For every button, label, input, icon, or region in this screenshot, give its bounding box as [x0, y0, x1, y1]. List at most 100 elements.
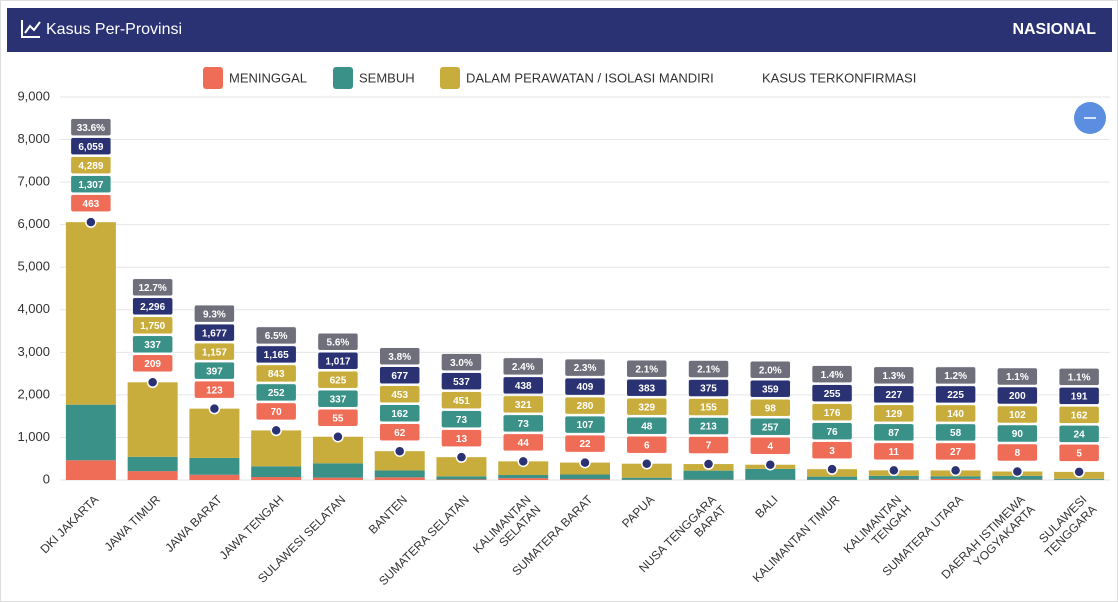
data-label-box	[379, 347, 420, 365]
data-label: 2.1%	[697, 365, 720, 376]
y-tick-label: 3,000	[17, 344, 50, 359]
data-label-box	[688, 398, 729, 416]
legend-swatch	[333, 67, 353, 89]
data-label: 73	[456, 415, 468, 426]
data-label: 1,677	[202, 328, 227, 339]
data-label: 537	[453, 377, 470, 388]
bar-segment	[251, 477, 302, 480]
data-label: 677	[391, 371, 408, 382]
data-label: 1.2%	[944, 371, 967, 382]
data-label-box	[626, 416, 668, 435]
data-label-box	[70, 175, 112, 193]
legend-label: SEMBUH	[359, 70, 415, 85]
data-label: 2.1%	[635, 364, 658, 375]
confirmed-marker	[764, 458, 777, 471]
confirmed-marker	[1011, 465, 1024, 478]
data-label-box	[255, 383, 297, 402]
confirmed-marker	[1073, 466, 1085, 478]
bar-segment	[498, 461, 549, 476]
bar-segment	[1054, 478, 1105, 480]
bar-segment	[251, 466, 302, 478]
bar-segment	[312, 463, 363, 478]
data-label: 22	[579, 439, 591, 450]
bar-segment	[189, 457, 240, 475]
data-label-box	[811, 403, 853, 421]
chart-icon	[21, 20, 41, 38]
data-label-box	[873, 366, 915, 385]
data-label-box	[194, 304, 235, 323]
data-label-box	[255, 364, 297, 383]
data-label-box	[194, 342, 235, 361]
bar-segment	[621, 477, 672, 480]
y-tick-label: 5,000	[17, 259, 50, 274]
bar-segment	[189, 474, 240, 480]
data-label: 625	[330, 375, 347, 386]
scope-button[interactable]: NASIONAL	[1012, 21, 1096, 38]
data-label-box	[626, 378, 668, 397]
data-label: 55	[332, 413, 344, 424]
data-label: 102	[1009, 410, 1026, 421]
data-label-box	[255, 326, 297, 345]
data-label: 200	[1009, 391, 1026, 402]
data-label: 12.7%	[138, 283, 166, 294]
data-label: 1.1%	[1006, 372, 1029, 383]
data-label-box	[502, 433, 544, 452]
data-label: 1.1%	[1068, 373, 1091, 384]
bar-segment	[436, 476, 487, 480]
data-label: 359	[762, 384, 779, 395]
data-label-box	[317, 332, 359, 351]
data-label: 2.0%	[759, 365, 782, 376]
data-label: 27	[950, 447, 962, 458]
confirmed-marker	[332, 430, 344, 443]
bar-segment	[127, 382, 178, 457]
data-label: 463	[83, 199, 100, 210]
data-label-box	[502, 395, 544, 414]
data-label: 123	[206, 385, 223, 396]
data-label: 2.4%	[512, 362, 535, 373]
confirmed-marker	[888, 464, 900, 477]
data-label: 1,750	[140, 321, 165, 332]
data-label: 383	[638, 383, 655, 394]
data-label-box	[441, 391, 482, 409]
bar-segment	[745, 468, 796, 480]
legend-label: KASUS TERKONFIRMASI	[762, 70, 916, 85]
bar-segment	[560, 479, 610, 480]
data-label-box	[873, 385, 915, 404]
data-label: 329	[638, 402, 655, 413]
header-bar	[7, 8, 1112, 52]
data-label: 213	[700, 422, 717, 433]
zoom-out-button[interactable]	[1074, 102, 1106, 134]
y-tick-label: 8,000	[17, 131, 50, 146]
data-label: 162	[1071, 411, 1088, 422]
data-label-box	[935, 385, 976, 404]
data-label: 321	[515, 400, 532, 411]
data-label: 11	[889, 447, 900, 458]
confirmed-marker	[270, 424, 282, 437]
bar-segment	[436, 479, 487, 480]
data-label-box	[255, 402, 297, 421]
data-label: 87	[888, 428, 900, 439]
bar-segment	[930, 476, 981, 479]
confirmed-marker	[146, 376, 159, 389]
data-label-box	[1058, 425, 1100, 443]
data-label: 3	[829, 446, 835, 457]
data-label-box	[502, 414, 544, 433]
data-label-box	[255, 345, 297, 364]
data-label: 191	[1071, 392, 1088, 403]
data-label-box	[997, 386, 1038, 405]
data-label: 1.4%	[821, 370, 844, 381]
confirmed-marker	[455, 451, 468, 463]
data-label-box	[1058, 406, 1100, 424]
data-label-box	[194, 380, 235, 399]
data-label: 90	[1012, 429, 1024, 440]
data-label-box	[317, 351, 359, 370]
data-label-box	[688, 360, 729, 378]
data-label: 107	[577, 420, 594, 431]
data-label: 76	[826, 427, 838, 438]
data-label: 1,017	[325, 356, 350, 367]
bar-segment	[374, 470, 425, 478]
data-label-box	[564, 358, 606, 377]
data-label: 1,307	[78, 180, 103, 191]
confirmed-marker	[826, 463, 838, 475]
data-label-box	[997, 367, 1038, 386]
